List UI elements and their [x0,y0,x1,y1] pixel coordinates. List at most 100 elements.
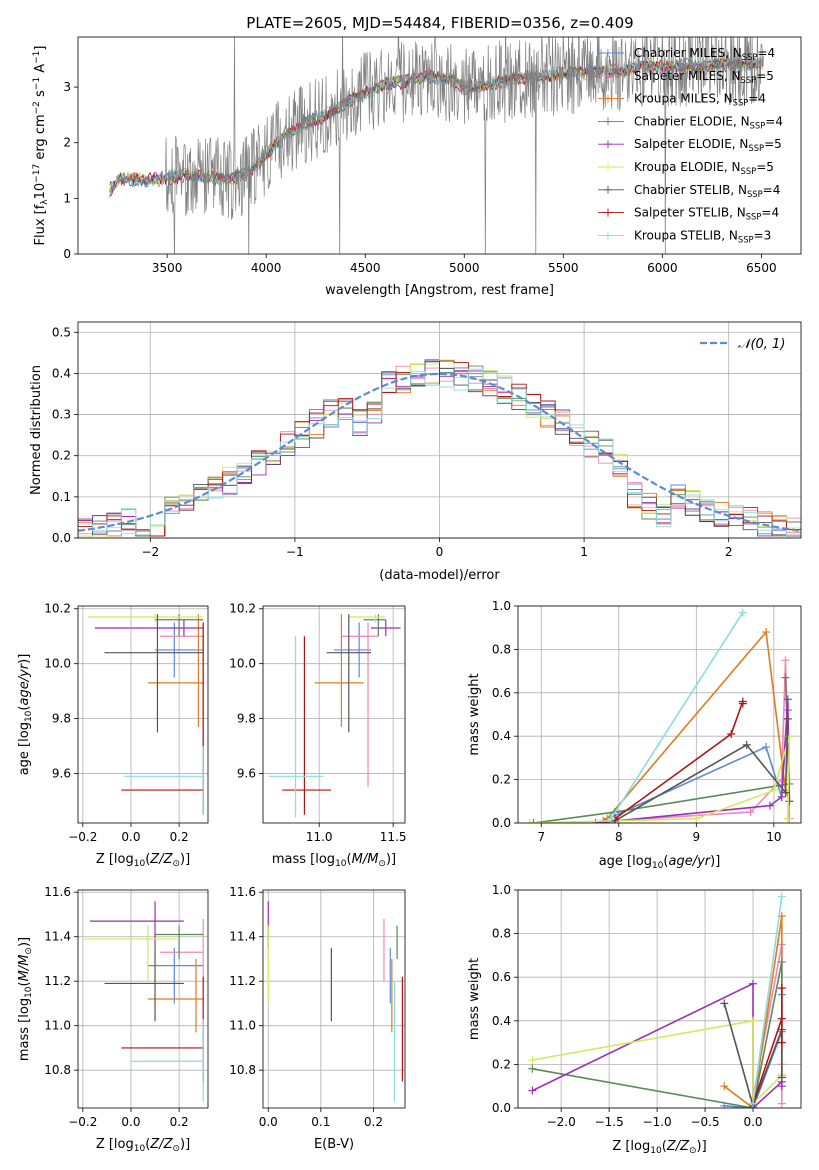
plot-area [268,614,401,818]
label-part: Z [log [96,852,134,867]
axes-frame [77,605,209,824]
y-tick-label: 0.0 [492,1101,511,1115]
y-label-part: s [33,90,48,101]
weight-marker-kroupa_miles [762,628,771,637]
legend-marker [604,163,612,171]
x-tick-label: 0.0 [121,830,140,844]
y-label-part: A [33,64,48,77]
label-text: Chabrier ELODIE, NSSP=4 [634,114,783,130]
x-axis-label: (data-model)/error [379,568,500,583]
label-part: ( [17,981,32,986]
x-tick-label: 5000 [449,261,480,275]
y-label-part: λ [40,199,50,205]
label-part: 10 [134,859,146,869]
weight-marker-salpeter_stelib [777,1014,786,1023]
y-label-part: −1 [32,77,42,90]
plot-area [267,901,403,1102]
label-part: )] [697,1139,707,1154]
y-tick-label: 11.0 [44,1019,71,1033]
x-tick-label: −0.5 [690,1115,719,1129]
label-tail: =5 [756,69,774,83]
x-tick-label: −1 [286,545,304,559]
y-tick-label: 0.4 [492,1014,511,1028]
label-tail: =5 [764,137,782,151]
label-tail: =4 [761,206,779,220]
plot-area [87,614,204,815]
y-tick-label: 0.4 [492,729,511,743]
label-tail: =3 [754,228,772,242]
label-main: Chabrier STELIB, N [634,183,747,197]
y-tick-label: 11.6 [44,885,71,899]
y-tick-label: 11.4 [44,930,71,944]
y-tick-label: 10.2 [229,602,256,616]
y-tick-label: 10.0 [229,657,256,671]
legend-marker [604,71,612,80]
panel-mass_vs_ebv: 0.0 0.1 0.2 10.8 11.0 11.2 11.4 11.6 E(B-V) [229,885,406,1152]
label-part: 10 [650,1146,662,1156]
y-tick-label: 10.8 [44,1063,71,1077]
y-tick-label: 10.8 [229,1063,256,1077]
weight-marker-salpeter_stelib [738,699,747,708]
x-tick-label: 2 [725,545,733,559]
label-tail: =4 [763,183,781,197]
x-tick-label: 0.2 [170,830,189,844]
label-part: Z [149,852,160,867]
label-part: / [17,964,32,971]
x-tick-label: 0.1 [311,1115,330,1129]
legend-label-gaussian: 𝒩(0, 1) [738,337,785,352]
label-part: age [log [599,854,652,869]
label-tail: =4 [765,114,783,128]
label-part: )] [180,1137,190,1152]
label-part: M [352,852,363,867]
label-subscript: SSP [747,189,763,199]
label-part: 10 [134,1144,146,1154]
y-tick-label: 0.3 [52,408,71,422]
label-part: ( [662,1139,667,1154]
figure-title: PLATE=2605, MJD=54484, FIBERID=0356, z=0… [246,14,633,32]
y-tick-label: 0.4 [52,366,71,380]
weight-marker-kroupa_miles [720,1082,729,1091]
label-part: 10 [652,861,664,871]
x-tick-label: 9 [693,830,701,844]
label-part: / [17,675,32,682]
weight-marker-chabrier_stelib [777,1073,786,1082]
x-tick-label: 11.0 [306,830,333,844]
label-part: )] [17,654,32,664]
label-part: ⊙ [689,1146,697,1156]
x-tick-label: −2.0 [547,1115,576,1129]
x-axis-label: Z [log10(Z/Z⊙)] [96,1137,190,1154]
legend-marker [604,208,612,217]
weight-marker-salpeter_stelib [777,984,786,993]
x-tick-label: 4500 [350,261,381,275]
x-tick-label: 7 [537,830,545,844]
x-tick-label: −1.0 [643,1115,672,1129]
weight-line-kroupa_stelib [610,612,744,820]
label-part: ⊙ [172,1144,180,1154]
label-main: Kroupa ELODIE, N [634,160,741,174]
label-part: 10 [24,710,34,722]
x-tick-label: 0.0 [121,1115,140,1129]
y-tick-label: 0.2 [52,449,71,463]
label-main: Chabrier ELODIE, N [634,114,750,128]
weight-marker-salpeter_elodie [591,819,600,823]
label-text: Salpeter ELODIE, NSSP=5 [634,137,782,153]
weight-marker-kroupa_elodie [769,786,778,795]
weight-marker-kroupa_elodie [525,819,534,823]
y-tick-label: 10.2 [44,602,71,616]
label-part: ⊙ [378,859,386,869]
label-main: Kroupa STELIB, N [634,228,738,242]
x-axis-label: Z [log10(Z/Z⊙)] [612,1139,706,1156]
label-text: Salpeter STELIB, NSSP=4 [634,206,779,222]
weight-marker-chabrier_elodie [781,673,790,682]
y-label-part: −1 [32,51,42,64]
label-part: Z [149,1137,160,1152]
y-axis-label: mass weight [467,958,482,1040]
label-subscript: SSP [750,120,766,130]
weight-marker-chabrier_elodie [529,819,538,823]
legend-marker [604,140,612,149]
label-part: Z [163,1137,174,1152]
label-part: M [17,955,32,966]
